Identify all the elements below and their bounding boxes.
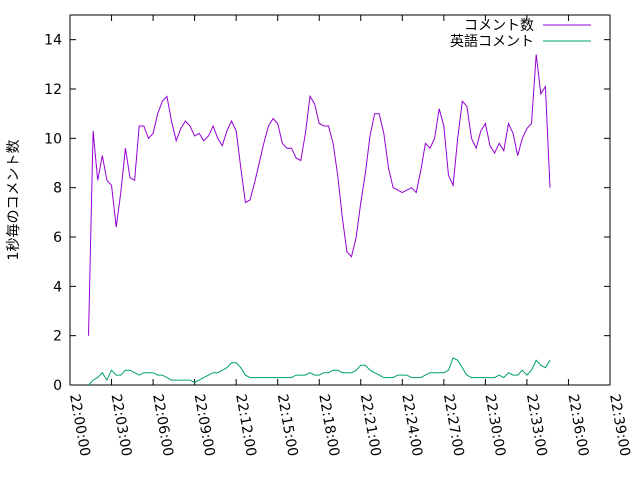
- y-axis-label: 1秒毎のコメント数: [6, 140, 22, 261]
- legend-label-1: 英語コメント: [450, 33, 534, 50]
- x-tick-label: 22:36:00: [565, 393, 592, 458]
- x-tick-label: 22:21:00: [357, 393, 384, 458]
- x-tick-label: 22:30:00: [481, 393, 508, 458]
- y-tick-label: 2: [53, 329, 62, 345]
- x-tick-label: 22:00:00: [66, 393, 93, 458]
- y-tick-label: 14: [44, 33, 62, 49]
- x-tick-label: 22:24:00: [398, 393, 425, 458]
- y-tick-label: 0: [53, 378, 62, 394]
- x-tick-label: 22:12:00: [232, 393, 259, 458]
- x-tick-label: 22:15:00: [274, 393, 301, 458]
- x-tick-label: 22:27:00: [440, 393, 467, 458]
- x-tick-label: 22:18:00: [315, 393, 342, 458]
- x-tick-label: 22:39:00: [606, 393, 633, 458]
- x-tick-label: 22:33:00: [523, 393, 550, 458]
- y-tick-label: 4: [53, 279, 62, 295]
- series-line-1: [88, 357, 551, 386]
- plot-frame: [69, 14, 611, 386]
- y-tick-label: 10: [44, 131, 62, 147]
- y-tick-label: 6: [53, 230, 62, 246]
- x-tick-label: 22:06:00: [149, 393, 176, 458]
- series-line-0: [88, 54, 551, 336]
- y-tick-label: 12: [44, 82, 62, 98]
- legend-label-0: コメント数: [464, 18, 534, 34]
- axes: 0 2 4 6 8 10 12 14 22:00:00 22:03:00 22:06:00 22:09…: [44, 14, 633, 458]
- series-lines: [88, 54, 551, 386]
- x-tick-label: 22:09:00: [191, 393, 218, 458]
- x-tick-label: 22:03:00: [108, 393, 135, 458]
- y-tick-label: 8: [53, 181, 62, 197]
